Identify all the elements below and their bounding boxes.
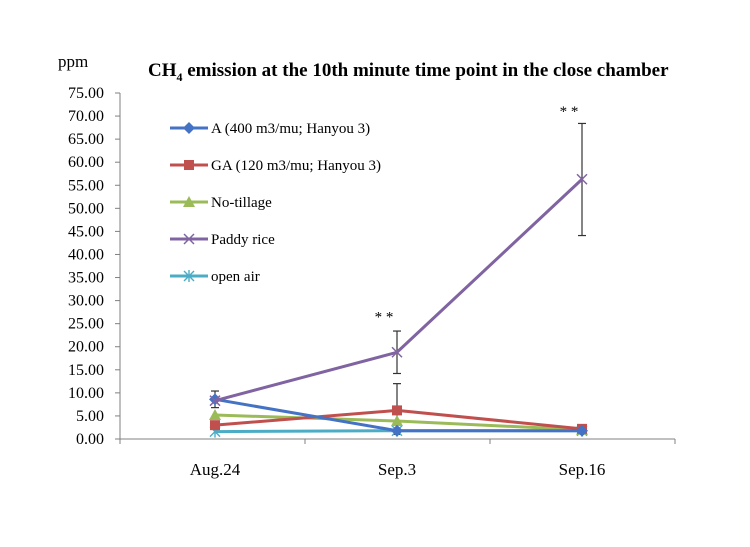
legend-marker (183, 122, 195, 134)
x-tick-label: Sep.3 (378, 460, 416, 479)
data-point (392, 405, 402, 416)
legend-item: A (400 m3/mu; Hanyou 3) (170, 121, 370, 137)
marker-stroke (183, 233, 195, 245)
data-point (391, 415, 403, 427)
y-tick-label: 75.00 (68, 85, 104, 102)
y-axis-ticks: 0.00 5.00 10.00 15.00 20.00 25.00 30.00 35.00 40… (68, 85, 120, 448)
data-point (391, 346, 403, 358)
y-tick-label: 25.00 (68, 316, 104, 333)
y-tick-label: 20.00 (68, 339, 104, 356)
y-tick-label: 55.00 (68, 177, 104, 194)
y-tick-label: 0.00 (76, 431, 104, 448)
data-point (209, 409, 221, 421)
legend-marker (183, 233, 195, 245)
y-tick-label: 30.00 (68, 293, 104, 310)
chart-title-main: CH (148, 60, 177, 81)
legend-item: open air (170, 269, 260, 285)
y-tick-label: 65.00 (68, 131, 104, 148)
marker-stroke (576, 173, 588, 185)
legend-label: open air (211, 269, 260, 285)
legend-marker (184, 160, 194, 170)
axes (119, 93, 675, 440)
legend-item: GA (120 m3/mu; Hanyou 3) (170, 158, 381, 174)
legend-item: No-tillage (170, 195, 272, 211)
data-point (391, 424, 403, 437)
marker-stroke (209, 395, 221, 407)
y-tick-label: 60.00 (68, 154, 104, 171)
y-tick-label: 40.00 (68, 246, 104, 263)
x-axis-ticks: Aug.24 Sep.3 Sep.16 (119, 439, 676, 479)
x-tick-label: Aug.24 (190, 460, 241, 479)
legend-marker (183, 270, 195, 282)
legend-label: GA (120 m3/mu; Hanyou 3) (211, 158, 381, 174)
y-tick-label: 10.00 (68, 385, 104, 402)
chart-title-subscript: 4 (177, 70, 183, 84)
legend: A (400 m3/mu; Hanyou 3) GA (120 m3/mu; Ha… (170, 121, 381, 285)
series-3 (209, 173, 588, 407)
y-unit-label: ppm (58, 52, 88, 71)
x-tick-label: Sep.16 (559, 460, 606, 479)
data-point (210, 420, 220, 431)
y-tick-label: 5.00 (76, 408, 104, 425)
significance-marker: * * (560, 104, 579, 120)
marker-stroke (391, 346, 403, 358)
y-tick-label: 15.00 (68, 362, 104, 379)
data-point (209, 395, 221, 407)
y-tick-label: 50.00 (68, 200, 104, 217)
legend-label: No-tillage (211, 195, 272, 211)
data-point (576, 173, 588, 185)
series-lines (209, 173, 588, 438)
y-tick-label: 45.00 (68, 223, 104, 240)
legend-item: Paddy rice (170, 232, 275, 248)
y-tick-label: 35.00 (68, 270, 104, 287)
chart-title-rest: emission at the 10th minute time point i… (183, 60, 670, 81)
data-point (576, 424, 588, 437)
significance-marker: * * (375, 309, 394, 325)
legend-label: Paddy rice (211, 232, 275, 248)
legend-label: A (400 m3/mu; Hanyou 3) (211, 121, 370, 137)
significance-annotations: * * * * (375, 104, 579, 325)
series-0 (209, 393, 588, 437)
legend-marker (183, 196, 195, 207)
series-line (214, 178, 584, 403)
y-tick-label: 70.00 (68, 108, 104, 125)
chart-title: CH4 emission at the 10th minute time poi… (148, 60, 669, 84)
